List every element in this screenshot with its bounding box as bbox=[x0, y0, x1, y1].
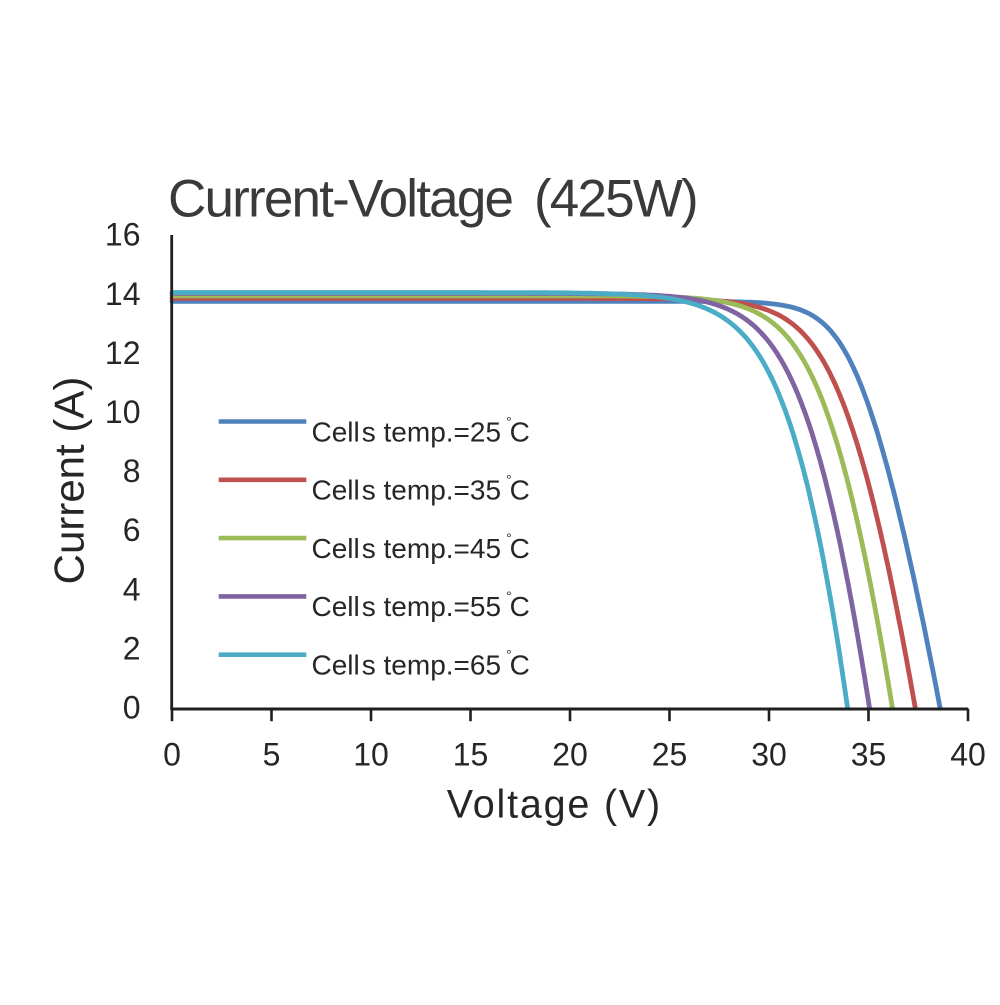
svg-text:0: 0 bbox=[123, 690, 141, 726]
svg-text:12: 12 bbox=[105, 335, 141, 371]
svg-text:10: 10 bbox=[353, 737, 389, 773]
svg-text:40: 40 bbox=[950, 737, 986, 773]
svg-text:5: 5 bbox=[263, 737, 281, 773]
svg-text:15: 15 bbox=[453, 737, 489, 773]
svg-text:Cells temp.=45°C: Cells temp.=45 °C bbox=[312, 530, 530, 564]
svg-text:20: 20 bbox=[552, 737, 588, 773]
svg-text:6: 6 bbox=[123, 512, 141, 548]
svg-text:Cells temp.=35°C: Cells temp.=35 °C bbox=[312, 472, 530, 506]
svg-text:Current (A): Current (A) bbox=[46, 377, 93, 585]
svg-text:Cells temp.=25°C: Cells temp.=25 °C bbox=[312, 413, 530, 447]
svg-text:10: 10 bbox=[105, 394, 141, 430]
svg-text:Current-Voltage (425W): Current-Voltage (425W) bbox=[168, 170, 697, 229]
svg-text:Cells temp.=55°C: Cells temp.=55 °C bbox=[312, 588, 530, 622]
svg-text:14: 14 bbox=[105, 276, 141, 312]
svg-text:0: 0 bbox=[163, 737, 181, 773]
svg-text:30: 30 bbox=[751, 737, 787, 773]
svg-text:2: 2 bbox=[123, 630, 141, 666]
svg-text:4: 4 bbox=[123, 571, 141, 607]
svg-text:25: 25 bbox=[652, 737, 688, 773]
svg-text:16: 16 bbox=[105, 217, 141, 253]
svg-text:Voltage (V): Voltage (V) bbox=[447, 783, 662, 827]
svg-text:8: 8 bbox=[123, 453, 141, 489]
svg-text:Cells temp.=65°C: Cells temp.=65 °C bbox=[312, 647, 530, 681]
svg-text:35: 35 bbox=[851, 737, 887, 773]
